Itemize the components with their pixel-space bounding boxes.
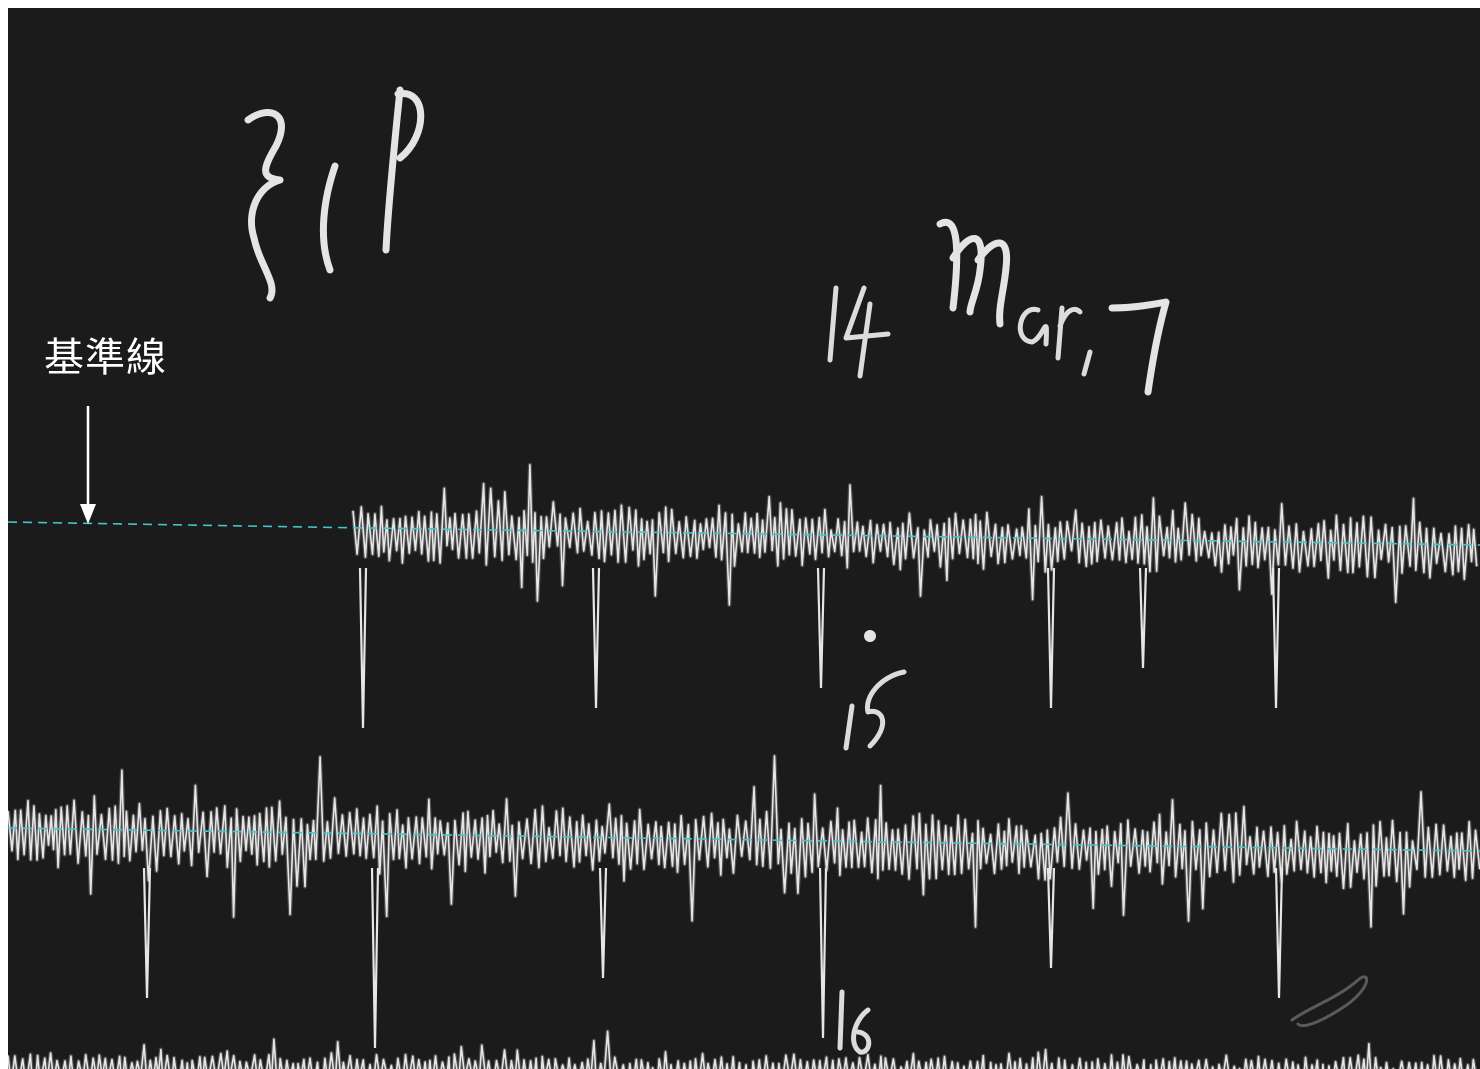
trace-3 <box>8 1029 1477 1069</box>
faint-mark <box>1290 975 1368 1027</box>
trace-2 <box>8 754 1480 1049</box>
handwritten-date <box>827 218 1170 396</box>
trace-2-spike <box>370 867 380 1049</box>
trace-1-spike <box>1138 567 1148 669</box>
trace-1-line <box>352 464 1478 606</box>
record-canvas <box>8 86 1480 1069</box>
trace-2-spike <box>598 867 608 979</box>
trace-2-line <box>8 755 1480 928</box>
date-text: 14 Mar, 7 <box>0 0 1 1</box>
hour-mark-2-text: 16 <box>0 0 1 1</box>
handwritten-station-code <box>244 86 425 302</box>
trace-1-spike <box>1046 567 1056 709</box>
trace-1-spike <box>358 567 368 729</box>
film-record <box>8 8 1480 1069</box>
down-arrow-icon <box>80 406 96 524</box>
handwritten-hour-mark-15 <box>843 630 907 751</box>
trace-1 <box>351 462 1479 729</box>
station-code-text: ZIP <box>0 0 1 1</box>
baseline-2 <box>8 827 1480 852</box>
baseline-1 <box>8 521 1480 546</box>
baseline-annotation-label: 基準線 <box>44 335 167 381</box>
trace-1-spike <box>816 567 826 689</box>
trace-2-spike <box>1274 867 1284 999</box>
handwritten-hour-mark-16 <box>837 989 872 1055</box>
trace-2-spike <box>1046 867 1056 969</box>
trace-1-spike <box>591 567 601 709</box>
trace-2-spike <box>142 867 152 999</box>
hour-mark-1-text: 15 <box>0 0 1 1</box>
trace-2-spike <box>818 867 828 1039</box>
trace-1-spike <box>1271 567 1281 709</box>
